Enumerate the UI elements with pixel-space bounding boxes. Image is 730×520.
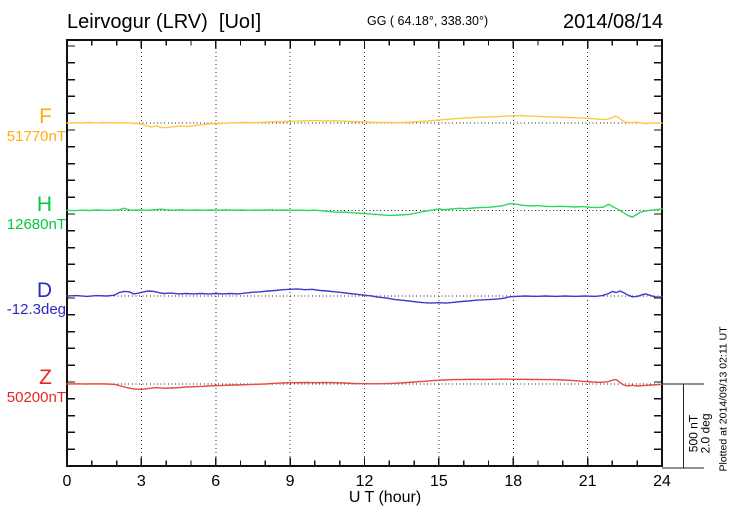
station-coordinates: GG ( 64.18°, 338.30°): [367, 14, 489, 28]
trace-H: [66, 202, 663, 218]
plotted-at-note: Plotted at 2014/09/13 02:11 UT: [717, 326, 730, 472]
x-tick-label-15: 15: [429, 473, 448, 490]
trace-F: [66, 114, 663, 129]
series-baseline-Z: 50200nT: [6, 389, 66, 406]
x-axis-label: U T (hour): [348, 489, 422, 506]
x-tick-label-12: 12: [355, 473, 374, 490]
series-label-F: F: [39, 105, 52, 128]
x-tick-label-21: 21: [578, 473, 597, 490]
series-baseline-H: 12680nT: [6, 216, 66, 233]
x-tick-label-9: 9: [285, 473, 295, 490]
x-tick-label-6: 6: [211, 473, 221, 490]
trace-Z: [66, 378, 663, 391]
x-tick-label-18: 18: [504, 473, 523, 490]
series-baseline-F: 51770nT: [6, 128, 66, 145]
series-baseline-D: -12.3deg: [6, 301, 66, 318]
series-label-H: H: [36, 193, 52, 216]
x-tick-label-24: 24: [653, 473, 671, 490]
page-title: Leirvogur (LRV) [UoI]: [67, 11, 262, 33]
x-axis-tick-labels: 0 3 6 9 12 15 18 21 24: [0, 473, 730, 491]
series-label-Z: Z: [39, 366, 52, 389]
trace-D: [66, 288, 663, 304]
scalebar-label-deg: 2.0 deg: [698, 413, 712, 454]
observation-date: 2014/08/14: [563, 11, 664, 33]
x-tick-label-0: 0: [62, 473, 72, 490]
x-tick-label-3: 3: [136, 473, 146, 490]
series-label-D: D: [36, 279, 52, 302]
